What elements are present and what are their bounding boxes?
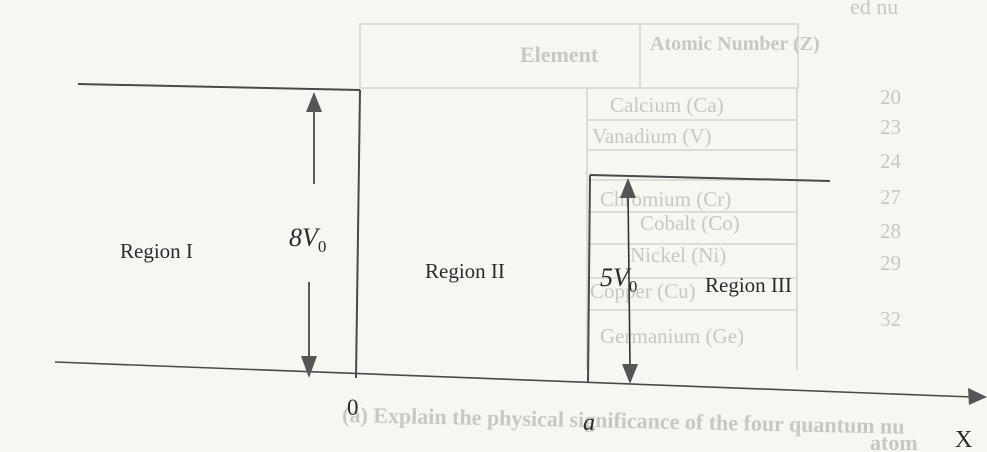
ghost-top-fragment: ed nu	[850, 0, 898, 19]
right-step-height-label: 5V0	[600, 263, 637, 296]
left-barrier-top	[77, 83, 361, 91]
ghost-row-chromium: Chromium (Cr)	[600, 187, 731, 211]
right-arrow-up-head	[620, 178, 636, 198]
ghost-row-copper-z: 29	[880, 251, 901, 275]
ghost-row-nickel-z: 28	[880, 219, 901, 243]
potential-profile	[77, 83, 831, 384]
ghost-row-cobalt-z: 27	[880, 185, 901, 209]
ghost-header-z: Atomic Number (Z)	[650, 33, 820, 55]
right-step-wall	[587, 174, 591, 384]
ghost-bottom-line-1: (a) Explain the physical significance of…	[342, 402, 905, 439]
ghost-row-calcium: Calcium (Ca)	[610, 93, 724, 117]
ghost-table: Element Atomic Number (Z) Calcium (Ca) 2…	[359, 23, 902, 370]
region-2-label: Region II	[425, 259, 505, 283]
x-axis-line	[54, 361, 973, 398]
left-height-arrow	[301, 92, 322, 378]
left-barrier-wall	[355, 89, 361, 379]
ghost-bottom-line-2: atom	[870, 430, 918, 452]
left-arrow-up-head	[306, 92, 322, 112]
a-label: a	[583, 410, 595, 436]
ghost-row-germanium: Germanium (Ge)	[600, 324, 744, 348]
diagram-labels: Region I Region II Region III 8V0 5V0 0 …	[120, 223, 972, 452]
x-axis-arrowhead	[968, 388, 987, 405]
ghost-header-element: Element	[520, 42, 599, 67]
ghost-row-vanadium: Vanadium (V)	[592, 124, 712, 148]
ghost-row-germanium-z: 32	[880, 307, 901, 331]
origin-label: 0	[347, 395, 359, 420]
region-1-label: Region I	[120, 239, 193, 263]
left-arrow-down-head	[301, 356, 317, 378]
x-axis	[54, 361, 987, 405]
left-barrier-height-label: 8V0	[289, 223, 326, 256]
right-arrow-down-head	[622, 364, 638, 384]
right-height-arrow	[620, 178, 638, 384]
ghost-row-cobalt: Cobalt (Co)	[640, 211, 740, 235]
bleed-through-layer: ed nu Element Atomic Number (Z) Calcium …	[342, 0, 918, 452]
ghost-row-calcium-z: 20	[880, 85, 901, 109]
ghost-row-vanadium-z: 23	[880, 115, 901, 139]
ghost-row-chromium-z: 24	[880, 149, 902, 173]
x-axis-label: X	[955, 427, 972, 452]
right-step-top	[589, 174, 831, 182]
region-3-label: Region III	[705, 273, 792, 297]
ghost-row-nickel: Nickel (Ni)	[630, 243, 726, 267]
ghost-row-copper: Copper (Cu)	[590, 279, 696, 303]
